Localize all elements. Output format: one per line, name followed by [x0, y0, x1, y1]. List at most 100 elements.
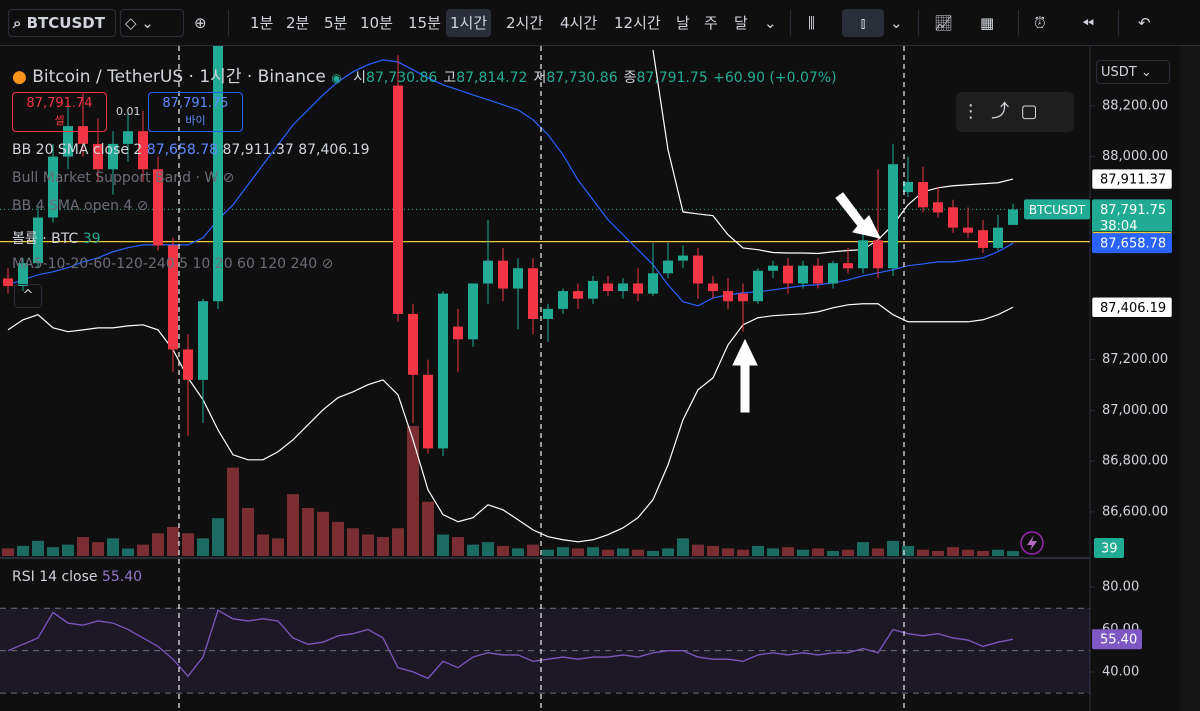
volume-bar	[842, 549, 854, 556]
candle-body	[903, 181, 913, 193]
interval-button[interactable]: 1분	[250, 14, 274, 32]
rsi-line	[7, 609, 1014, 680]
volume-bar	[242, 508, 254, 556]
interval-button[interactable]: 주	[704, 14, 718, 32]
interval-button[interactable]: 2분	[286, 14, 310, 32]
candle-body	[483, 260, 493, 284]
bar-style[interactable]: ⫼	[808, 14, 815, 32]
volume-bar	[302, 508, 314, 556]
volume-bar	[122, 548, 134, 556]
candle-body	[783, 265, 793, 284]
candle-body	[153, 169, 163, 246]
hidden-eye[interactable]: ⊘	[321, 256, 334, 272]
candle-body	[408, 313, 418, 375]
candle-body	[843, 263, 853, 269]
symbol-search[interactable]: ⌕ BTCUSDT	[8, 9, 116, 37]
candle-body	[633, 283, 643, 294]
y-tick-label: 86,800.00	[1102, 454, 1168, 469]
buy-button[interactable]: 87,791.75 바이	[148, 92, 243, 132]
hidden-eye[interactable]: ⊘	[136, 198, 149, 214]
volume-bar	[527, 544, 539, 556]
replay-button[interactable]: ⏪︎	[1082, 14, 1095, 32]
volume-bar	[317, 511, 329, 556]
drawing-tools[interactable]: ⋮ ⤴︎ ▢	[956, 92, 1074, 132]
volume-bar	[482, 542, 494, 556]
change: +60.90 (+0.07%)	[713, 70, 837, 86]
candle-body	[213, 46, 223, 302]
volume-bar	[677, 538, 689, 556]
alert-icon[interactable]	[1020, 531, 1044, 555]
volume-bar	[962, 549, 974, 556]
interval-button[interactable]: 15분	[408, 14, 441, 32]
volume-bar	[512, 548, 524, 556]
candle-body	[618, 283, 628, 292]
currency-select[interactable]: USDT ⌄	[1096, 60, 1170, 84]
volume-bar	[227, 467, 239, 556]
indicators-button[interactable]: 📈︎	[934, 14, 954, 32]
volume-bar	[692, 544, 704, 556]
interval-button[interactable]: 1시간	[446, 9, 492, 37]
collapse-legend[interactable]: ^	[14, 284, 42, 308]
undo-button[interactable]: ↶	[1138, 14, 1151, 32]
rsi-value-label: 55.40	[1100, 633, 1137, 648]
candle-body	[528, 268, 538, 319]
volume-bar	[872, 548, 884, 556]
volume-bar	[707, 545, 719, 556]
candle-body	[558, 291, 568, 309]
interval-button[interactable]: 5분	[324, 14, 348, 32]
layout-button[interactable]: ▦	[980, 14, 995, 32]
volume-bar	[587, 547, 599, 556]
interval-button[interactable]: 날	[676, 14, 690, 32]
volume-bar	[32, 540, 44, 556]
candle-body	[603, 283, 613, 292]
candle-style[interactable]: ⫾	[842, 9, 884, 37]
candle-body	[108, 143, 118, 170]
volume-bar	[362, 534, 374, 556]
alert-button[interactable]: ⏰︎	[1034, 14, 1046, 32]
volume-bar	[977, 550, 989, 556]
compare-button[interactable]: ◇ ⌄	[120, 9, 184, 37]
volume-bar	[557, 547, 569, 556]
y-tick-label: 86,600.00	[1102, 504, 1168, 519]
volume-bar	[77, 537, 89, 556]
candle-body	[513, 268, 523, 289]
currency: USDT	[1101, 65, 1137, 80]
y-tick-label: 87,000.00	[1102, 403, 1168, 418]
interval-menu[interactable]: ⌄	[764, 14, 777, 32]
indicator-bb: BB 20 SMA close 2 87,658.78 87,911.37 87…	[12, 142, 370, 158]
volume-bar	[662, 548, 674, 556]
rsi-title: RSI 14 close	[12, 569, 98, 585]
candle-body	[573, 291, 583, 299]
interval-button[interactable]: 2시간	[506, 14, 544, 32]
volume-bar	[182, 533, 194, 556]
volume-bar	[782, 547, 794, 556]
candle-body	[168, 245, 178, 350]
ohlc-label: 고	[443, 70, 457, 86]
volume-bar	[1007, 551, 1019, 556]
sell-label: 셀	[54, 114, 65, 127]
add-button[interactable]: ⊕	[194, 14, 207, 32]
separator	[1018, 10, 1019, 36]
candle-body	[873, 240, 883, 269]
buy-label: 바이	[185, 114, 206, 127]
interval-button[interactable]: 10분	[360, 14, 393, 32]
volume-bar	[152, 533, 164, 556]
hidden-eye[interactable]: ⊘	[222, 170, 235, 186]
volume-bar	[572, 548, 584, 556]
style-menu[interactable]: ⌄	[890, 14, 903, 32]
toolbar: ⌕ BTCUSDT ◇ ⌄ ⊕ 1분 2분 5분 10분 15분 1시간 2시간 4시간 12시…	[0, 0, 1200, 46]
volume-value-box	[1094, 538, 1124, 558]
candle-body	[933, 202, 943, 213]
volume-bar	[407, 426, 419, 556]
sell-button[interactable]: 87,791.74 셀	[12, 92, 107, 132]
interval-button[interactable]: 4시간	[560, 14, 598, 32]
indicator-name: BB 20 SMA close 2	[12, 142, 143, 158]
indicator-value: 87,658.78	[146, 142, 219, 158]
price-label-box	[1092, 233, 1172, 254]
interval-button[interactable]: 12시간	[614, 14, 661, 32]
candle-body	[393, 85, 403, 314]
price-layer	[0, 46, 1090, 543]
volume-bar	[197, 538, 209, 556]
volume-bar	[947, 547, 959, 556]
interval-button[interactable]: 달	[734, 14, 748, 32]
